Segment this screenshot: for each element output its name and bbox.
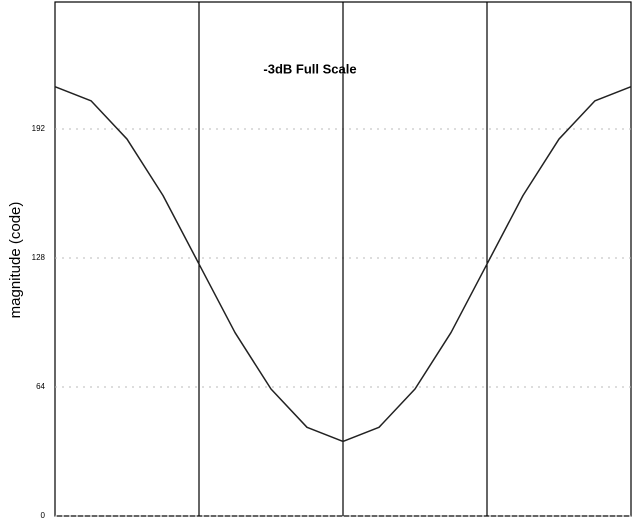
y-tick-label: 64 [36, 382, 45, 391]
y-axis-label: magnitude (code) [7, 202, 24, 319]
y-tick-label: 128 [32, 253, 46, 262]
y-tick-label: 192 [32, 124, 46, 133]
y-tick-label: 0 [41, 511, 46, 520]
chart-title: -3dB Full Scale [263, 61, 356, 76]
line [54, 85, 632, 443]
